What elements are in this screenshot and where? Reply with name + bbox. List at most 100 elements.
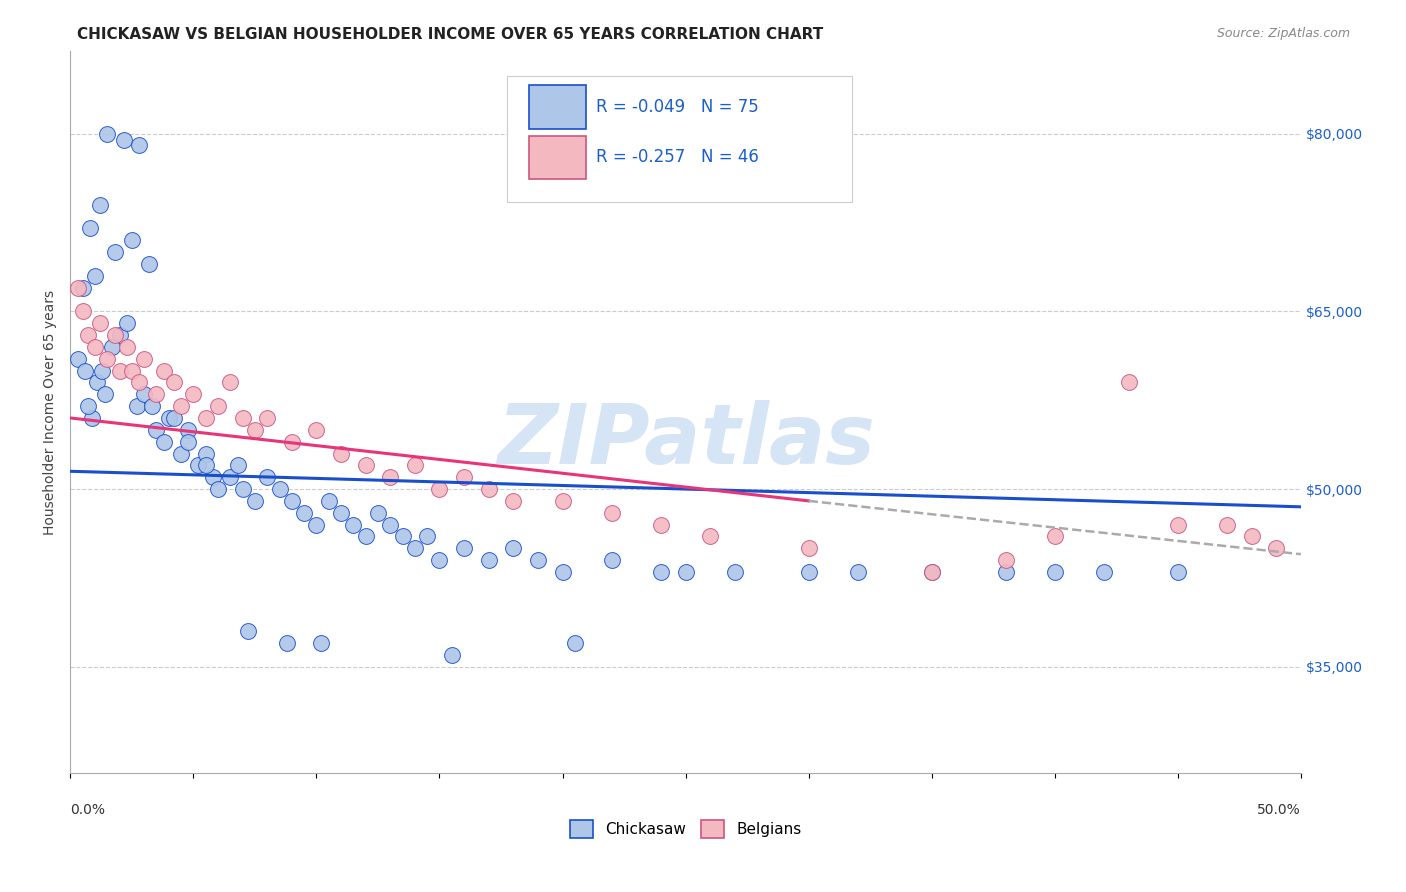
Point xyxy=(453,541,475,556)
Point xyxy=(478,553,501,567)
Point xyxy=(416,529,439,543)
Point xyxy=(163,376,186,390)
Point xyxy=(994,553,1017,567)
Point xyxy=(921,565,943,579)
Point xyxy=(128,376,150,390)
Point xyxy=(170,446,193,460)
Text: R = -0.257   N = 46: R = -0.257 N = 46 xyxy=(596,148,759,167)
Point xyxy=(134,351,156,366)
FancyBboxPatch shape xyxy=(529,86,586,128)
Point xyxy=(724,565,747,579)
Point xyxy=(502,494,524,508)
Y-axis label: Householder Income Over 65 years: Householder Income Over 65 years xyxy=(44,290,58,534)
Point xyxy=(1216,517,1239,532)
Point xyxy=(551,565,574,579)
Point xyxy=(699,529,721,543)
Point xyxy=(600,506,623,520)
Point xyxy=(243,423,266,437)
Point xyxy=(1167,565,1189,579)
Point xyxy=(72,304,94,318)
Point xyxy=(256,470,278,484)
Point xyxy=(91,363,114,377)
Point xyxy=(269,482,291,496)
Point xyxy=(1043,529,1066,543)
Point xyxy=(675,565,697,579)
Point xyxy=(527,553,550,567)
Text: ZIPatlas: ZIPatlas xyxy=(496,401,875,482)
Point xyxy=(141,399,163,413)
Point xyxy=(207,482,229,496)
Point xyxy=(82,411,104,425)
Point xyxy=(86,376,108,390)
Point xyxy=(478,482,501,496)
Point xyxy=(226,458,249,473)
Point xyxy=(846,565,869,579)
Point xyxy=(108,363,131,377)
Point xyxy=(502,541,524,556)
FancyBboxPatch shape xyxy=(529,136,586,179)
Point xyxy=(94,387,117,401)
Point xyxy=(219,470,242,484)
Point xyxy=(187,458,209,473)
Point xyxy=(391,529,413,543)
Point xyxy=(207,399,229,413)
Point xyxy=(994,565,1017,579)
Point xyxy=(404,458,426,473)
Point xyxy=(170,399,193,413)
Point xyxy=(194,446,217,460)
Point xyxy=(177,423,200,437)
Point xyxy=(256,411,278,425)
Point xyxy=(108,328,131,343)
Point xyxy=(79,221,101,235)
Point xyxy=(194,458,217,473)
Point xyxy=(650,565,672,579)
Point xyxy=(236,624,259,639)
Point xyxy=(66,280,89,294)
Point xyxy=(84,340,107,354)
Point xyxy=(72,280,94,294)
Point xyxy=(380,470,402,484)
Point xyxy=(440,648,463,662)
Point xyxy=(564,636,586,650)
Point xyxy=(219,376,242,390)
Point xyxy=(177,434,200,449)
Point xyxy=(125,399,148,413)
Point xyxy=(281,434,304,449)
Point xyxy=(153,434,176,449)
Point xyxy=(76,328,98,343)
Point xyxy=(1240,529,1263,543)
Point xyxy=(134,387,156,401)
Point xyxy=(115,316,138,330)
Point xyxy=(115,340,138,354)
FancyBboxPatch shape xyxy=(508,76,852,202)
Point xyxy=(551,494,574,508)
Point xyxy=(96,127,118,141)
Point xyxy=(797,565,820,579)
Point xyxy=(202,470,225,484)
Point xyxy=(1265,541,1288,556)
Point xyxy=(128,138,150,153)
Text: Source: ZipAtlas.com: Source: ZipAtlas.com xyxy=(1216,27,1350,40)
Point xyxy=(232,482,254,496)
Point xyxy=(281,494,304,508)
Point xyxy=(121,363,143,377)
Point xyxy=(194,411,217,425)
Point xyxy=(101,340,124,354)
Point xyxy=(921,565,943,579)
Point xyxy=(292,506,315,520)
Point xyxy=(311,636,333,650)
Text: CHICKASAW VS BELGIAN HOUSEHOLDER INCOME OVER 65 YEARS CORRELATION CHART: CHICKASAW VS BELGIAN HOUSEHOLDER INCOME … xyxy=(77,27,824,42)
Point xyxy=(75,363,97,377)
Point xyxy=(243,494,266,508)
Point xyxy=(600,553,623,567)
Point xyxy=(104,328,127,343)
Point xyxy=(84,268,107,283)
Point xyxy=(1043,565,1066,579)
Point xyxy=(797,541,820,556)
Point xyxy=(354,458,377,473)
Point xyxy=(404,541,426,556)
Point xyxy=(163,411,186,425)
Point xyxy=(66,351,89,366)
Point xyxy=(342,517,364,532)
Point xyxy=(380,517,402,532)
